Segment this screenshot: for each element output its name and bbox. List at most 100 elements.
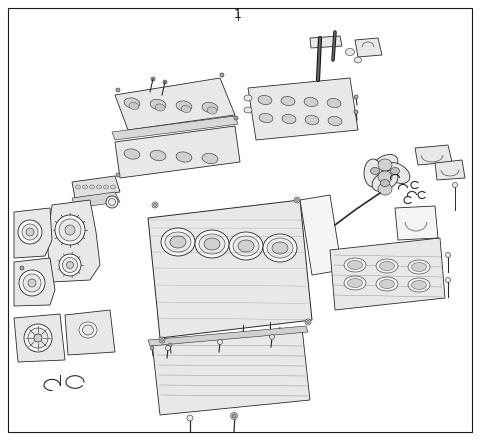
Ellipse shape	[354, 95, 358, 99]
Ellipse shape	[230, 413, 238, 419]
Ellipse shape	[106, 196, 118, 208]
Polygon shape	[115, 78, 235, 130]
Ellipse shape	[89, 185, 95, 189]
Polygon shape	[14, 314, 65, 362]
Ellipse shape	[181, 106, 191, 113]
Ellipse shape	[28, 328, 48, 348]
Ellipse shape	[79, 322, 97, 338]
Ellipse shape	[263, 234, 297, 262]
Ellipse shape	[55, 215, 85, 245]
Ellipse shape	[152, 202, 158, 208]
Ellipse shape	[20, 266, 24, 270]
Ellipse shape	[207, 107, 217, 114]
Polygon shape	[355, 38, 382, 57]
Ellipse shape	[163, 80, 167, 84]
Ellipse shape	[124, 98, 140, 108]
Ellipse shape	[83, 325, 94, 335]
Polygon shape	[435, 160, 465, 180]
Ellipse shape	[62, 257, 77, 272]
Ellipse shape	[272, 242, 288, 254]
Ellipse shape	[376, 277, 398, 291]
Ellipse shape	[170, 236, 186, 248]
Ellipse shape	[378, 183, 392, 195]
Ellipse shape	[217, 340, 223, 345]
Ellipse shape	[18, 220, 42, 244]
Ellipse shape	[348, 279, 362, 287]
Ellipse shape	[150, 346, 154, 350]
Ellipse shape	[445, 278, 451, 282]
Ellipse shape	[348, 260, 362, 269]
Polygon shape	[395, 206, 438, 240]
Ellipse shape	[159, 337, 165, 343]
Ellipse shape	[269, 334, 275, 340]
Ellipse shape	[258, 95, 272, 105]
Ellipse shape	[176, 101, 192, 111]
Ellipse shape	[408, 278, 430, 292]
Ellipse shape	[129, 103, 139, 110]
Polygon shape	[14, 258, 55, 306]
Ellipse shape	[160, 338, 164, 341]
Ellipse shape	[59, 254, 81, 276]
Ellipse shape	[344, 276, 366, 290]
Ellipse shape	[281, 96, 295, 106]
Ellipse shape	[67, 261, 73, 268]
Ellipse shape	[282, 114, 296, 124]
Ellipse shape	[294, 197, 300, 203]
Ellipse shape	[168, 343, 172, 347]
Ellipse shape	[305, 115, 319, 125]
Ellipse shape	[238, 240, 254, 252]
Ellipse shape	[161, 228, 195, 256]
Ellipse shape	[296, 198, 299, 202]
Ellipse shape	[354, 110, 358, 114]
Ellipse shape	[204, 238, 220, 250]
Ellipse shape	[199, 234, 225, 254]
Ellipse shape	[116, 173, 120, 177]
Polygon shape	[300, 195, 342, 275]
Ellipse shape	[19, 270, 45, 296]
Ellipse shape	[22, 224, 38, 240]
Text: 1: 1	[234, 8, 242, 21]
Ellipse shape	[355, 57, 361, 63]
Ellipse shape	[202, 154, 218, 164]
Polygon shape	[310, 36, 342, 48]
Ellipse shape	[259, 114, 273, 123]
Ellipse shape	[372, 171, 398, 191]
Ellipse shape	[371, 168, 380, 175]
Ellipse shape	[391, 168, 399, 175]
Ellipse shape	[233, 236, 259, 256]
Ellipse shape	[155, 104, 165, 111]
Ellipse shape	[34, 334, 42, 342]
Polygon shape	[148, 200, 312, 338]
Ellipse shape	[83, 185, 87, 189]
Ellipse shape	[378, 171, 392, 183]
Ellipse shape	[376, 259, 398, 273]
Ellipse shape	[267, 238, 293, 258]
Ellipse shape	[24, 324, 52, 352]
Ellipse shape	[453, 183, 457, 187]
Ellipse shape	[59, 219, 81, 241]
Ellipse shape	[244, 95, 252, 101]
Polygon shape	[65, 310, 115, 355]
Ellipse shape	[176, 152, 192, 162]
Polygon shape	[330, 238, 445, 310]
Ellipse shape	[150, 150, 166, 161]
Ellipse shape	[229, 232, 263, 260]
Ellipse shape	[202, 103, 218, 113]
Ellipse shape	[445, 253, 451, 257]
Ellipse shape	[364, 159, 382, 187]
Ellipse shape	[150, 99, 166, 110]
Ellipse shape	[372, 154, 398, 176]
Polygon shape	[72, 176, 120, 198]
Polygon shape	[115, 126, 240, 178]
Ellipse shape	[232, 414, 236, 418]
Ellipse shape	[344, 258, 366, 272]
Ellipse shape	[28, 279, 36, 287]
Ellipse shape	[408, 260, 430, 274]
Polygon shape	[152, 328, 310, 415]
Ellipse shape	[96, 185, 101, 189]
Polygon shape	[248, 78, 358, 140]
Ellipse shape	[381, 180, 389, 187]
Polygon shape	[112, 116, 238, 140]
Ellipse shape	[65, 225, 75, 235]
Ellipse shape	[124, 149, 140, 159]
